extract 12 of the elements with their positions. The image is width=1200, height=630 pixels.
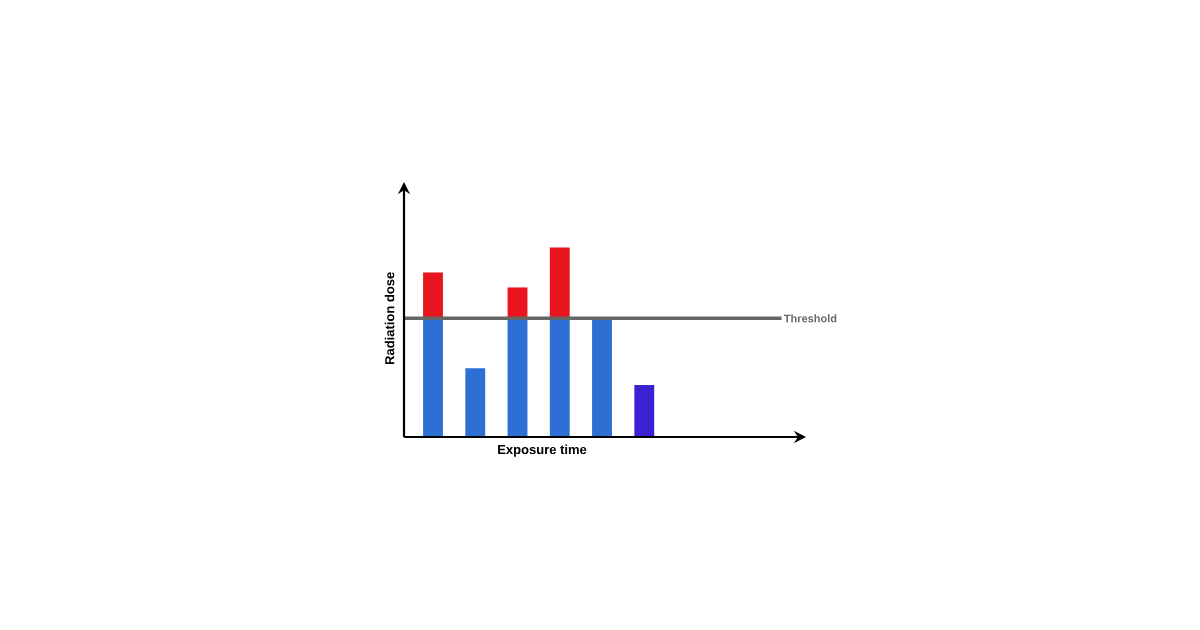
bar [507, 287, 528, 319]
bar [507, 318, 528, 437]
y-axis-title: Radiation dose [384, 272, 395, 365]
bar [423, 318, 443, 437]
bar [592, 318, 612, 437]
x-axis-title: Exposure time [498, 444, 587, 457]
ref-line-label: Threshold [783, 314, 837, 323]
bar [634, 385, 655, 437]
bar [423, 272, 443, 319]
bar [549, 247, 570, 319]
bar [465, 368, 486, 437]
bar [549, 318, 570, 437]
